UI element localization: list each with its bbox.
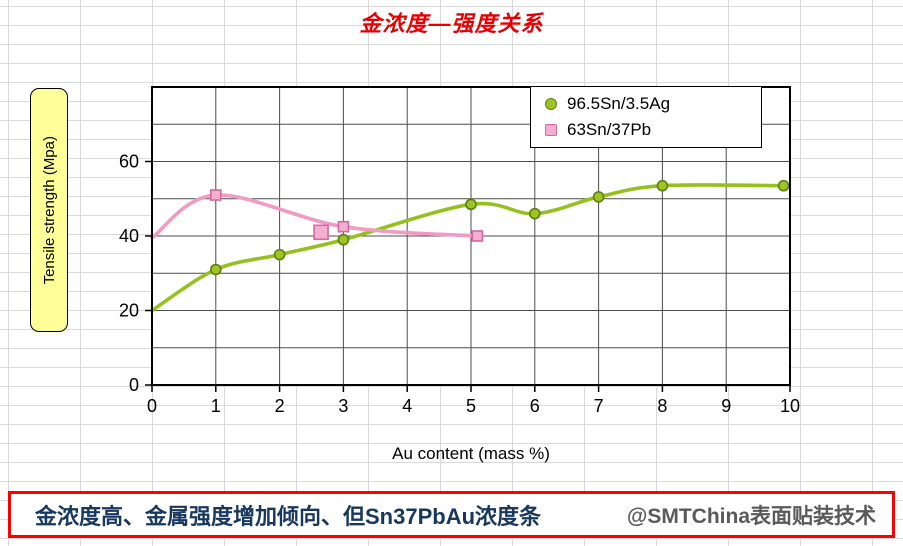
svg-text:20: 20 [119,301,139,321]
svg-text:7: 7 [594,396,604,416]
svg-text:0: 0 [147,396,157,416]
square-marker-icon [545,124,557,136]
svg-text:6: 6 [530,396,540,416]
legend-label: 96.5Sn/3.5Ag [567,94,671,113]
svg-text:3: 3 [338,396,348,416]
conclusion-text: 金浓度高、金属强度增加倾向、但Sn37PbAu浓度条 [35,503,542,529]
conclusion-banner: 金浓度高、金属强度增加倾向、但Sn37PbAu浓度条 @SMTChina表面贴装… [8,491,895,538]
x-axis-title: Au content (mass %) [392,444,550,463]
circle-marker-icon [545,98,557,110]
svg-text:40: 40 [119,226,139,246]
legend: 96.5Sn/3.5Ag 63Sn/37Pb [530,86,762,148]
svg-text:10: 10 [780,396,800,416]
watermark-text: @SMTChina表面贴装技术 [626,504,876,528]
svg-text:9: 9 [721,396,731,416]
svg-text:2: 2 [275,396,285,416]
svg-text:0: 0 [129,375,139,395]
svg-text:8: 8 [657,396,667,416]
svg-text:60: 60 [119,152,139,172]
chart-title: 金浓度—强度关系 [359,11,544,36]
legend-item-sn-pb: 63Sn/37Pb [545,120,747,140]
svg-text:4: 4 [402,396,412,416]
legend-label: 63Sn/37Pb [567,120,652,139]
y-axis-label-box: Tensile strength (Mpa) [30,88,68,332]
svg-text:1: 1 [211,396,221,416]
legend-item-sn-ag: 96.5Sn/3.5Ag [545,94,747,114]
svg-text:5: 5 [466,396,476,416]
